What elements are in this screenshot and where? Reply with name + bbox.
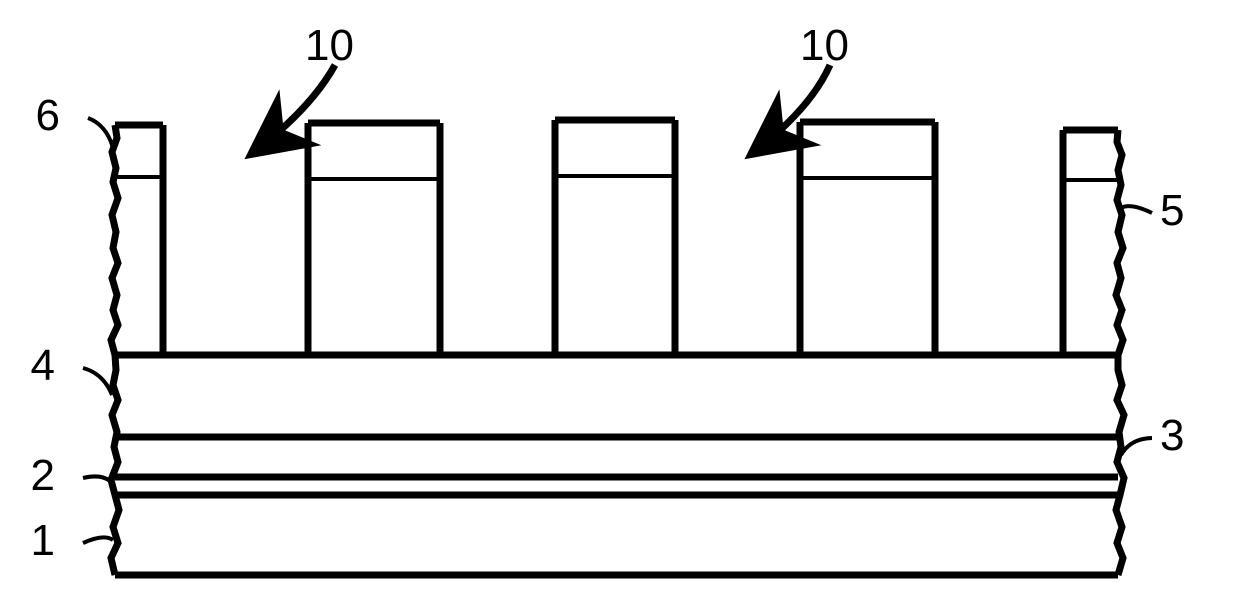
leader-label-left-3: 1 (31, 516, 55, 565)
callout-arrow-0 (250, 65, 335, 155)
leader-right-0 (1121, 206, 1152, 213)
leader-left-0 (88, 118, 113, 148)
leader-label-left-1: 4 (31, 341, 55, 390)
pillar-0-left-edge-jagged (111, 125, 118, 355)
callout-label-0: 10 (305, 21, 354, 70)
callout-label-1: 10 (800, 21, 849, 70)
substrate-right-edge (1116, 355, 1124, 575)
leader-left-1 (83, 368, 112, 395)
pillar-structures (111, 120, 1123, 355)
callout-arrows: 10 10 (250, 21, 849, 155)
leader-label-left-0: 6 (36, 91, 60, 140)
substrate-left-edge (111, 355, 119, 575)
leader-label-right-1: 3 (1160, 411, 1184, 460)
leader-label-right-0: 5 (1160, 186, 1184, 235)
leader-label-left-2: 2 (31, 451, 55, 500)
pillar-4-right-edge-jagged (1116, 130, 1123, 355)
cross-section-diagram: 10 10 6 4 2 1 5 3 (0, 0, 1240, 590)
substrate-layers (111, 355, 1124, 575)
callout-arrow-1 (750, 65, 830, 155)
leader-left-3 (83, 537, 113, 543)
leader-right-1 (1121, 438, 1152, 455)
